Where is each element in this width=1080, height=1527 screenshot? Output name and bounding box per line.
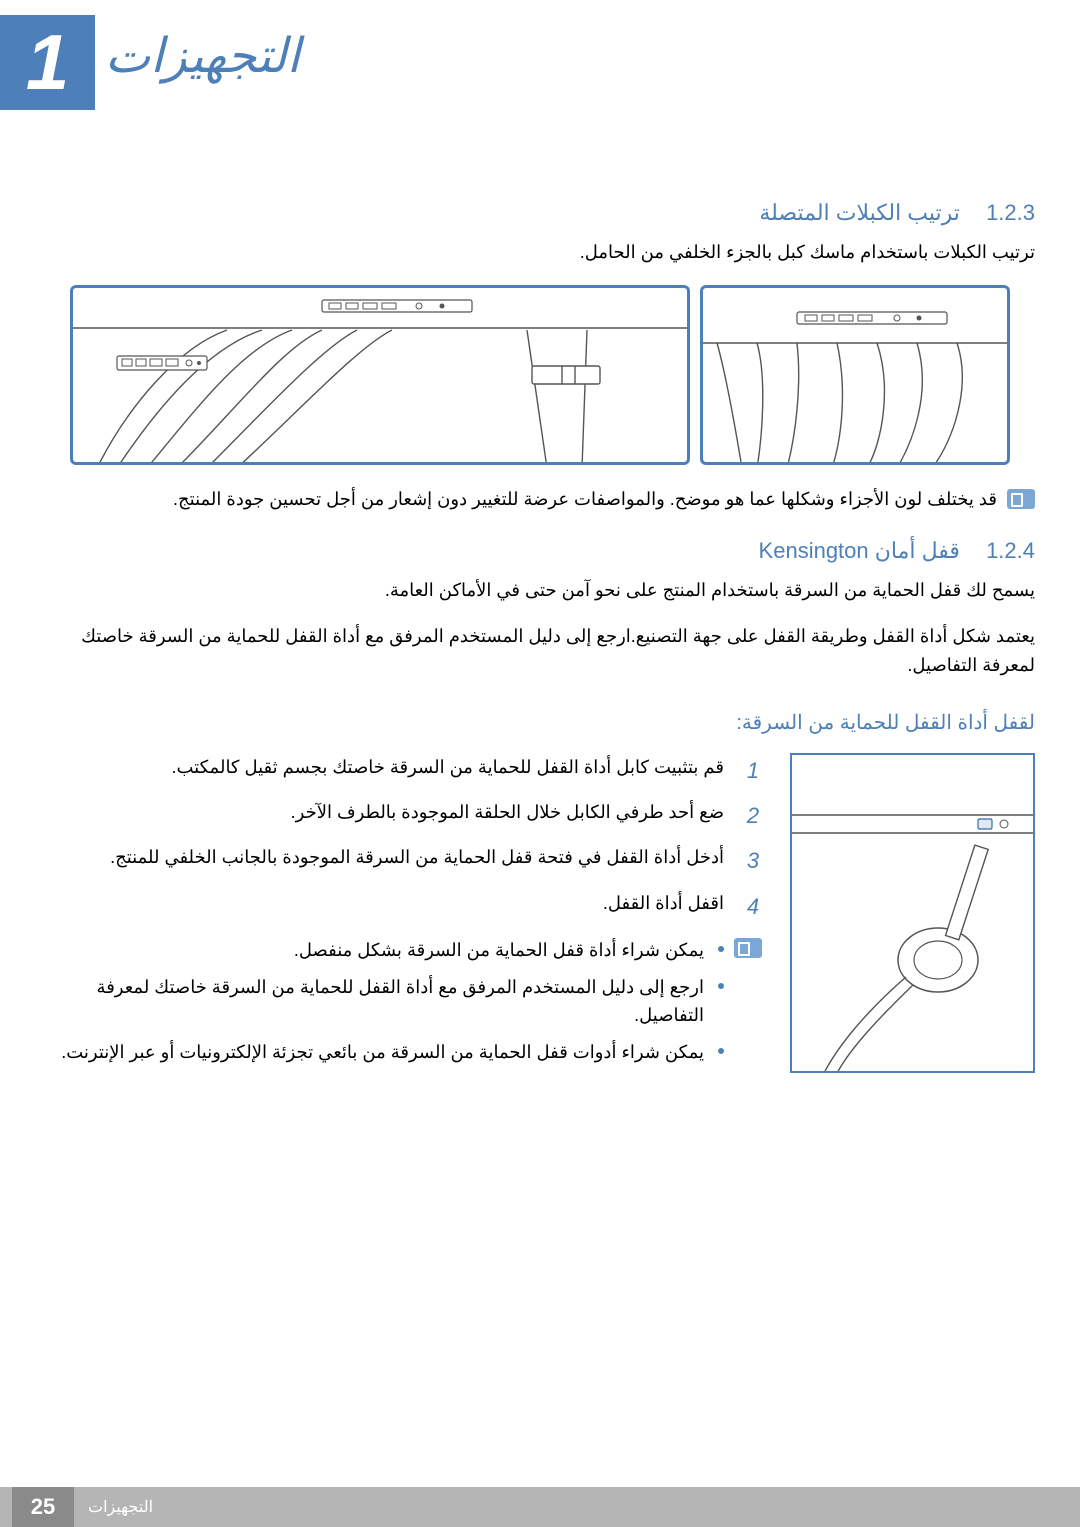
steps-layout: 1 قم بتثبيت كابل أداة القفل للحماية من ا… xyxy=(45,753,1035,1099)
step-list: 1 قم بتثبيت كابل أداة القفل للحماية من ا… xyxy=(45,753,762,924)
section-heading-123: 1.2.3 ترتيب الكبلات المتصلة xyxy=(45,200,1035,226)
step-item: 1 قم بتثبيت كابل أداة القفل للحماية من ا… xyxy=(45,753,762,788)
section-heading-124: 1.2.4 قفل أمان Kensington xyxy=(45,538,1035,564)
bullet-dot-icon xyxy=(718,946,724,952)
content-area: 1.2.3 ترتيب الكبلات المتصلة ترتيب الكبلا… xyxy=(0,120,1080,1099)
bullet-dot-icon xyxy=(718,983,724,989)
section-title: ترتيب الكبلات المتصلة xyxy=(759,200,960,225)
step-text: اقفل أداة القفل. xyxy=(603,889,724,924)
chapter-title: التجهيزات xyxy=(105,28,300,84)
page-footer: التجهيزات 25 xyxy=(0,1487,1080,1527)
step-number: 4 xyxy=(744,889,762,924)
bullet-item: يمكن شراء أداة قفل الحماية من السرقة بشك… xyxy=(45,936,724,965)
step-number: 3 xyxy=(744,843,762,878)
section-number: 1.2.3 xyxy=(986,200,1035,225)
page: 1 التجهيزات 1.2.3 ترتيب الكبلات المتصلة … xyxy=(0,0,1080,1527)
bullet-item: ارجع إلى دليل المستخدم المرفق مع أداة ال… xyxy=(45,973,724,1031)
step-number: 1 xyxy=(744,753,762,788)
page-number: 25 xyxy=(31,1494,55,1520)
note-icon xyxy=(1007,489,1035,509)
chapter-number: 1 xyxy=(26,17,69,108)
page-number-box: 25 xyxy=(12,1487,74,1527)
kensington-lock-figure xyxy=(790,753,1035,1073)
step-text: قم بتثبيت كابل أداة القفل للحماية من الس… xyxy=(172,753,725,788)
note-block-1: قد يختلف لون الأجزاء وشكلها عما هو موضح.… xyxy=(45,485,1035,514)
cable-diagram-row xyxy=(45,285,1035,465)
section-number: 1.2.4 xyxy=(986,538,1035,563)
bullet-text: يمكن شراء أدوات قفل الحماية من السرقة من… xyxy=(61,1038,704,1067)
page-header: 1 التجهيزات xyxy=(0,0,1080,120)
step-text: أدخل أداة القفل في فتحة قفل الحماية من ا… xyxy=(110,843,724,878)
bullet-text: ارجع إلى دليل المستخدم المرفق مع أداة ال… xyxy=(45,973,704,1031)
section-title: قفل أمان Kensington xyxy=(759,538,960,563)
cable-diagram-right xyxy=(70,285,690,465)
note-icon xyxy=(734,938,762,958)
section-123-body: ترتيب الكبلات باستخدام ماسك كبل بالجزء ا… xyxy=(45,238,1035,267)
bullet-item: يمكن شراء أدوات قفل الحماية من السرقة من… xyxy=(45,1038,724,1067)
bullet-dot-icon xyxy=(718,1048,724,1054)
lock-subheading: لقفل أداة القفل للحماية من السرقة: xyxy=(45,710,1035,735)
note-1-text: قد يختلف لون الأجزاء وشكلها عما هو موضح.… xyxy=(45,485,997,514)
section-124-para2: يعتمد شكل أداة القفل وطريقة القفل على جه… xyxy=(45,622,1035,680)
note-block-2: يمكن شراء أداة قفل الحماية من السرقة بشك… xyxy=(45,934,762,1075)
step-item: 3 أدخل أداة القفل في فتحة قفل الحماية من… xyxy=(45,843,762,878)
step-item: 2 ضع أحد طرفي الكابل خلال الحلقة الموجود… xyxy=(45,798,762,833)
cable-diagram-left xyxy=(700,285,1010,465)
chapter-badge: 1 xyxy=(0,15,95,110)
step-item: 4 اقفل أداة القفل. xyxy=(45,889,762,924)
section-124-para1: يسمح لك قفل الحماية من السرقة باستخدام ا… xyxy=(45,576,1035,605)
footer-label: التجهيزات xyxy=(88,1497,153,1517)
bullet-text: يمكن شراء أداة قفل الحماية من السرقة بشك… xyxy=(294,936,704,965)
step-number: 2 xyxy=(744,798,762,833)
step-text: ضع أحد طرفي الكابل خلال الحلقة الموجودة … xyxy=(291,798,724,833)
steps-body: 1 قم بتثبيت كابل أداة القفل للحماية من ا… xyxy=(45,753,762,1099)
bullet-list: يمكن شراء أداة قفل الحماية من السرقة بشك… xyxy=(45,936,724,1075)
